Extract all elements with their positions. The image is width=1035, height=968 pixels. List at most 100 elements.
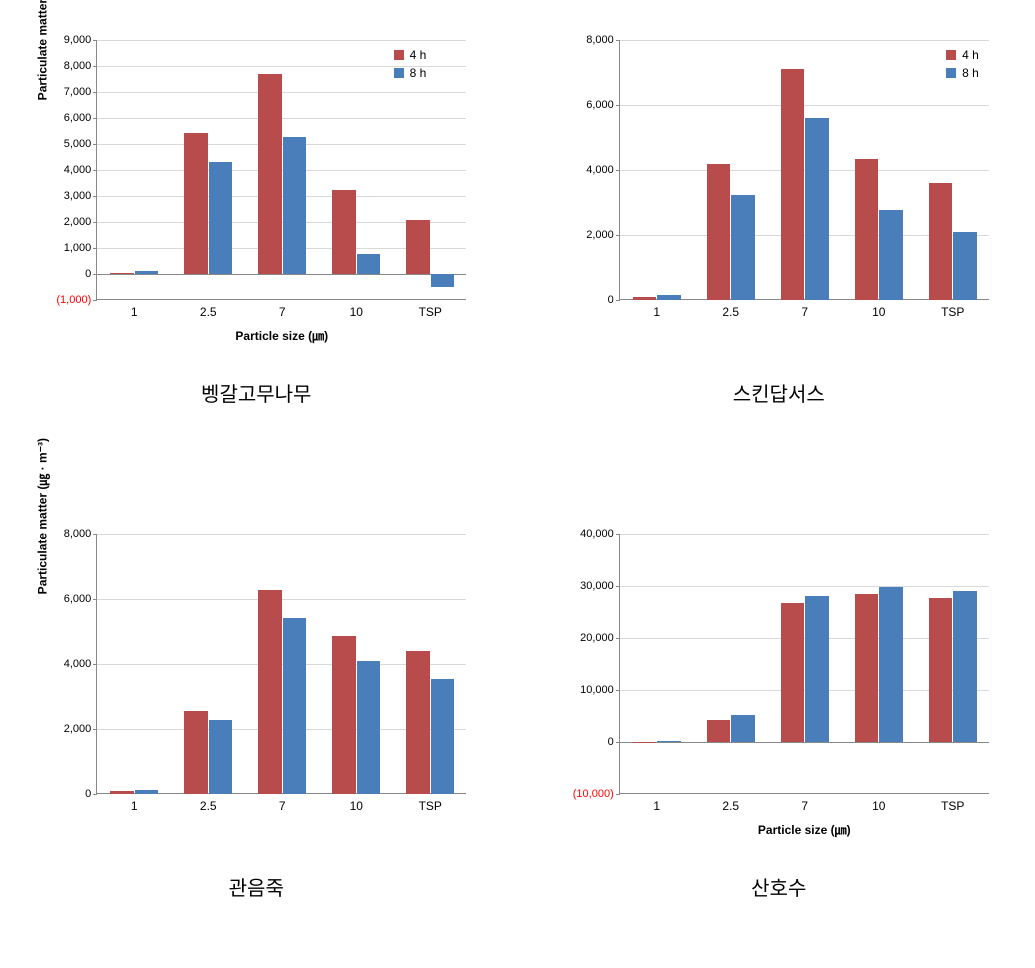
y-tick-label: 10,000 — [580, 684, 614, 696]
y-tick-label: 2,000 — [586, 229, 614, 241]
bar-8h — [135, 271, 159, 274]
bar-4h — [855, 594, 879, 742]
bar-4h — [184, 711, 208, 794]
bar-4h — [110, 273, 134, 274]
bar-4h — [406, 651, 430, 794]
x-tick-label: 1 — [653, 305, 660, 319]
chart-4-plot: (10,000)010,00020,00030,00040,00012.5710… — [549, 514, 1009, 854]
chart-2-caption: 스킨답서스 — [733, 378, 825, 407]
x-axis-title: Particle size (㎛) — [758, 821, 851, 838]
y-tick-label: 9,000 — [64, 34, 92, 46]
x-tick-label: 2.5 — [200, 799, 217, 813]
bar-8h — [879, 210, 903, 300]
x-tick-label: TSP — [419, 305, 442, 319]
bar-8h — [657, 741, 681, 742]
legend-item-4h: 4 h — [394, 48, 427, 62]
legend-label: 8 h — [962, 66, 979, 80]
bar-4h — [781, 603, 805, 742]
y-tick-label: 3,000 — [64, 190, 92, 202]
x-tick-label: 10 — [350, 305, 363, 319]
bar-4h — [332, 636, 356, 794]
bar-8h — [953, 591, 977, 742]
bar-8h — [879, 587, 903, 742]
bar-8h — [209, 162, 233, 274]
x-tick-label: 10 — [872, 305, 885, 319]
y-axis-title: Particulate matter (㎍ · m⁻³) — [34, 437, 51, 593]
x-tick-label: 2.5 — [200, 305, 217, 319]
bar-4h — [258, 590, 282, 794]
bar-4h — [258, 74, 282, 274]
bar-8h — [283, 618, 307, 794]
bar-8h — [283, 137, 307, 274]
x-tick-label: 1 — [131, 305, 138, 319]
chart-1-caption: 벵갈고무나무 — [201, 378, 311, 407]
y-tick-label: 4,000 — [64, 164, 92, 176]
bar-4h — [707, 164, 731, 301]
bar-8h — [431, 274, 455, 287]
chart-cell-3: 02,0004,0006,0008,00012.5710TSPParticula… — [10, 514, 503, 948]
y-tick-label: 8,000 — [64, 60, 92, 72]
x-tick-label: 2.5 — [722, 799, 739, 813]
chart-4-caption: 산호수 — [751, 872, 806, 901]
bar-8h — [731, 715, 755, 742]
legend: 4 h8 h — [946, 48, 979, 80]
y-tick-label: (1,000) — [56, 294, 91, 306]
bar-4h — [406, 220, 430, 274]
legend-swatch — [946, 68, 956, 78]
legend-label: 4 h — [962, 48, 979, 62]
chart-3-caption: 관음죽 — [229, 872, 284, 901]
y-tick-label: 7,000 — [64, 86, 92, 98]
x-tick-label: 7 — [279, 799, 286, 813]
x-tick-label: TSP — [941, 305, 964, 319]
y-tick-label: 8,000 — [586, 34, 614, 46]
bar-8h — [953, 232, 977, 300]
x-tick-label: 7 — [801, 305, 808, 319]
x-tick-label: TSP — [419, 799, 442, 813]
x-tick-label: 10 — [350, 799, 363, 813]
bar-8h — [431, 679, 455, 794]
y-tick-label: 5,000 — [64, 138, 92, 150]
y-tick-label: 0 — [608, 294, 614, 306]
legend-label: 8 h — [410, 66, 427, 80]
bar-4h — [633, 297, 657, 300]
bar-8h — [209, 720, 233, 794]
legend-item-8h: 8 h — [946, 66, 979, 80]
bar-4h — [110, 791, 134, 794]
legend-item-8h: 8 h — [394, 66, 427, 80]
y-tick-label: 40,000 — [580, 528, 614, 540]
x-tick-label: 1 — [653, 799, 660, 813]
y-tick-label: 6,000 — [64, 593, 92, 605]
bar-8h — [135, 790, 159, 794]
x-tick-label: TSP — [941, 799, 964, 813]
bar-8h — [731, 195, 755, 300]
y-tick-label: 1,000 — [64, 242, 92, 254]
chart-cell-4: (10,000)010,00020,00030,00040,00012.5710… — [533, 514, 1026, 948]
x-tick-label: 7 — [801, 799, 808, 813]
y-tick-label: 6,000 — [586, 99, 614, 111]
bar-8h — [805, 596, 829, 742]
legend-item-4h: 4 h — [946, 48, 979, 62]
bar-8h — [657, 295, 681, 300]
y-tick-label: (10,000) — [573, 788, 614, 800]
bar-4h — [929, 598, 953, 742]
legend-label: 4 h — [410, 48, 427, 62]
y-tick-label: 6,000 — [64, 112, 92, 124]
chart-3-plot: 02,0004,0006,0008,00012.5710TSPParticula… — [26, 514, 486, 854]
bar-4h — [929, 183, 953, 300]
y-tick-label: 0 — [608, 736, 614, 748]
chart-cell-1: (1,000) 0 1,000 2,000 3,000 4,000 5,000 6,000 7,… — [10, 20, 503, 454]
bar-8h — [357, 254, 381, 274]
bar-4h — [781, 69, 805, 300]
y-tick-label: 2,000 — [64, 216, 92, 228]
bar-4h — [332, 190, 356, 274]
y-tick-label: 0 — [85, 268, 91, 280]
y-tick-label: 8,000 — [64, 528, 92, 540]
bar-4h — [184, 133, 208, 274]
y-axis-title: Particulate matter (㎍ · m⁻³) — [34, 0, 51, 100]
y-tick-label: 0 — [85, 788, 91, 800]
x-axis-title: Particle size (㎛) — [235, 327, 328, 344]
x-tick-label: 7 — [279, 305, 286, 319]
x-tick-label: 2.5 — [722, 305, 739, 319]
y-tick-label: 4,000 — [586, 164, 614, 176]
legend-swatch — [394, 50, 404, 60]
